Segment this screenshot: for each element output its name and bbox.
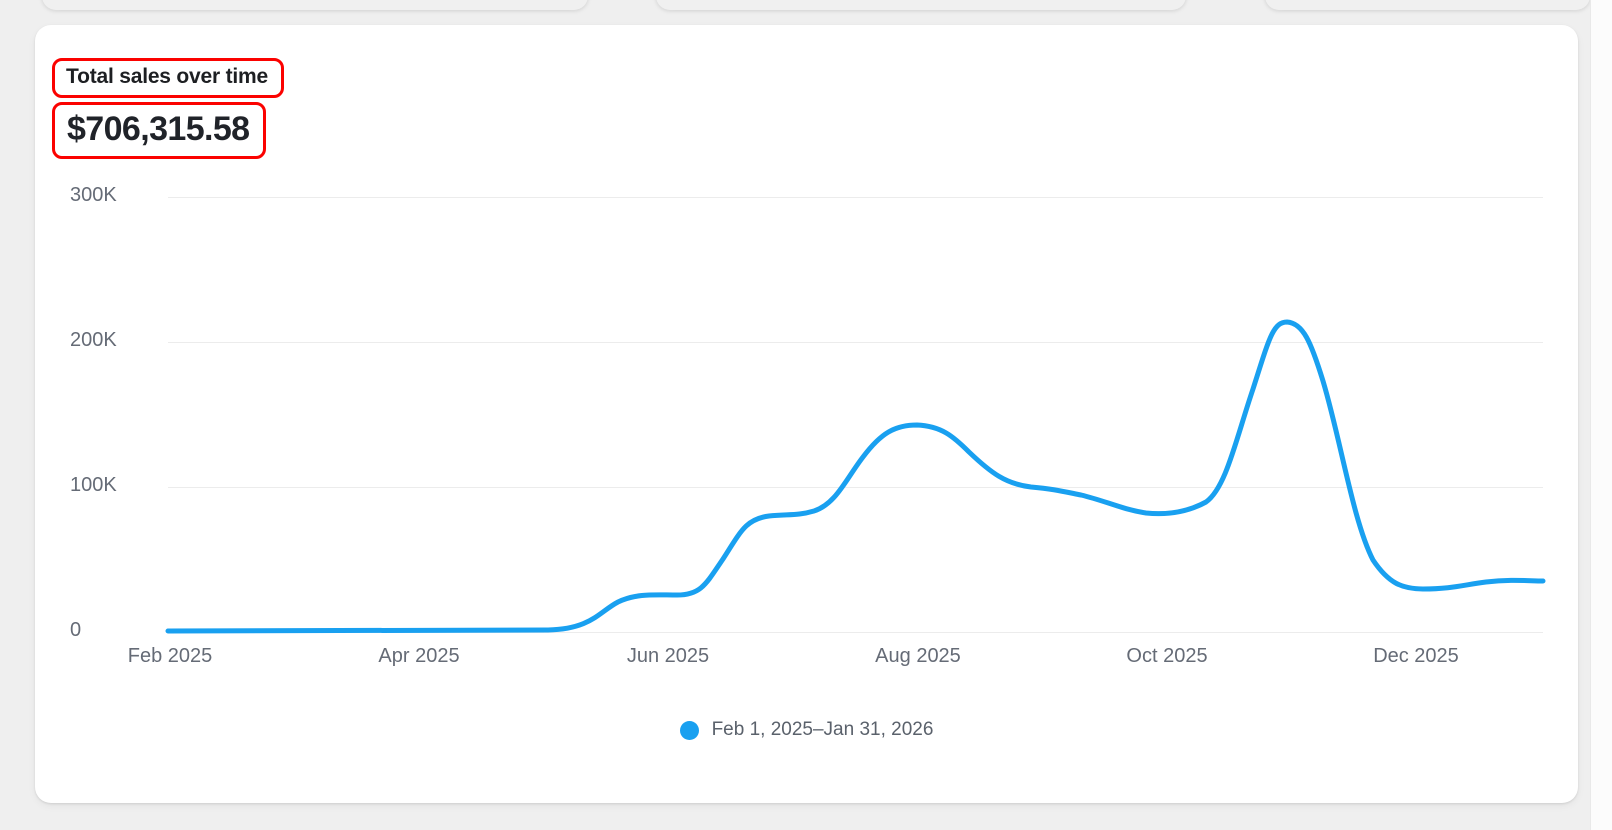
y-tick-100k: 100K bbox=[70, 474, 117, 496]
x-tick-jun-2025: Jun 2025 bbox=[626, 645, 710, 667]
total-sales-card: Total sales over time $706,315.58 300K 2… bbox=[35, 25, 1578, 803]
gridline-100k bbox=[168, 487, 1543, 488]
x-tick-oct-2025: Oct 2025 bbox=[1126, 645, 1208, 667]
annotation-box-total: $706,315.58 bbox=[52, 102, 267, 159]
legend-dot-icon bbox=[679, 720, 699, 740]
annotation-box-title: Total sales over time bbox=[52, 58, 284, 98]
gridline-200k bbox=[168, 342, 1543, 343]
legend-date-range-label: Feb 1, 2025–Jan 31, 2026 bbox=[711, 719, 934, 740]
chart-plot-area[interactable] bbox=[35, 25, 1578, 803]
gridline-300k bbox=[168, 197, 1543, 198]
y-tick-200k: 200K bbox=[70, 329, 117, 351]
chart-legend: Feb 1, 2025–Jan 31, 2026 bbox=[35, 719, 1578, 741]
scrollbar-track[interactable] bbox=[1590, 0, 1612, 830]
gridline-0 bbox=[168, 632, 1543, 633]
x-tick-aug-2025: Aug 2025 bbox=[875, 645, 961, 667]
y-tick-0: 0 bbox=[70, 619, 82, 641]
x-tick-apr-2025: Apr 2025 bbox=[378, 645, 460, 667]
clipped-card-top-middle bbox=[656, 0, 1186, 10]
clipped-card-top-right bbox=[1265, 0, 1590, 10]
x-tick-dec-2025: Dec 2025 bbox=[1373, 645, 1459, 667]
x-tick-feb-2025: Feb 2025 bbox=[127, 645, 213, 667]
clipped-card-top-left bbox=[42, 0, 588, 10]
chart-title: Total sales over time bbox=[66, 65, 268, 88]
y-tick-300k: 300K bbox=[70, 184, 117, 206]
total-sales-value: $706,315.58 bbox=[67, 110, 250, 148]
sales-line-series[interactable] bbox=[165, 319, 1546, 634]
